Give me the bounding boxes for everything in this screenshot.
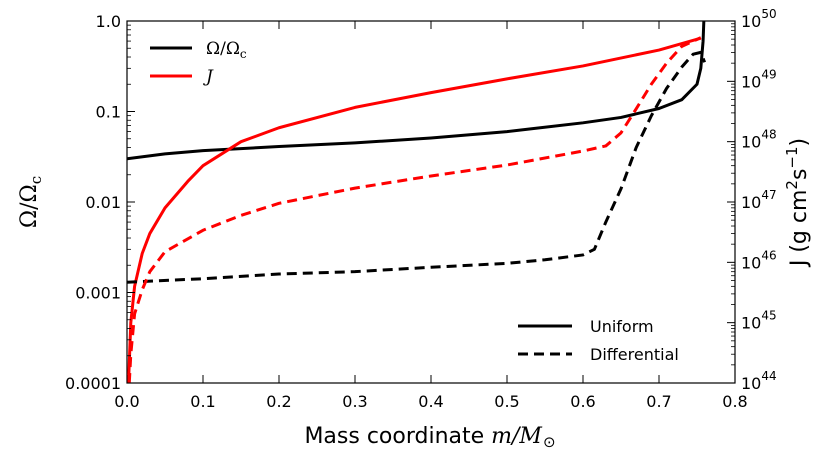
- x-tick-label: 0.0: [114, 392, 139, 411]
- y-left-tick-label: 0.0001: [65, 374, 121, 393]
- y-right-tick-label: 1049: [741, 67, 777, 91]
- x-tick-label: 0.2: [266, 392, 291, 411]
- x-tick-label: 0.4: [418, 392, 443, 411]
- y-right-tick-label: 1045: [741, 309, 777, 333]
- series-line-1: [127, 36, 702, 383]
- legend-top: Ω/Ωc J: [150, 39, 247, 87]
- legend-label-j: J: [203, 67, 214, 87]
- x-tick-label: 0.3: [342, 392, 367, 411]
- y-right-ticks: 1050 1049 1048 1047 1046 1045 1044: [727, 7, 777, 393]
- y-left-tick-label: 1.0: [96, 12, 121, 31]
- legend-label-omega: Ω/Ωc: [206, 39, 247, 61]
- y-right-tick-label: 1050: [741, 7, 777, 31]
- series-line-2: [127, 50, 707, 284]
- legend-label-uniform: Uniform: [590, 317, 654, 336]
- x-tick-label: 0.1: [190, 392, 215, 411]
- y-left-ticks: 1.0 0.1 0.01 0.001 0.0001: [65, 12, 135, 393]
- x-tick-label: 0.7: [646, 392, 671, 411]
- y-left-tick-label: 0.1: [96, 103, 121, 122]
- sun-symbol: ⊙: [543, 433, 556, 451]
- y-right-tick-label: 1048: [741, 128, 777, 152]
- y-left-tick-label: 0.001: [75, 284, 121, 303]
- legend-bottom: Uniform Differential: [518, 317, 679, 364]
- x-tick-label: 0.6: [570, 392, 595, 411]
- y-right-tick-label: 1044: [741, 369, 777, 393]
- legend-label-differential: Differential: [590, 345, 679, 364]
- y-right-tick-label: 1046: [741, 248, 777, 272]
- x-axis-label: Mass coordinate m/M⊙: [304, 424, 555, 451]
- series-line-3: [127, 36, 702, 383]
- y-left-axis-label: Ω/Ωc: [17, 176, 45, 228]
- x-tick-label: 0.5: [494, 392, 519, 411]
- y-right-tick-label: 1047: [741, 188, 777, 212]
- y-left-tick-label: 0.01: [85, 193, 121, 212]
- series-layer: [127, 21, 707, 383]
- x-ticks: 0.0 0.1 0.2 0.3 0.4 0.5 0.6 0.7 0.8: [114, 21, 748, 411]
- x-tick-label: 0.8: [722, 392, 747, 411]
- y-right-axis-label: J (g cm2s−1): [783, 138, 812, 268]
